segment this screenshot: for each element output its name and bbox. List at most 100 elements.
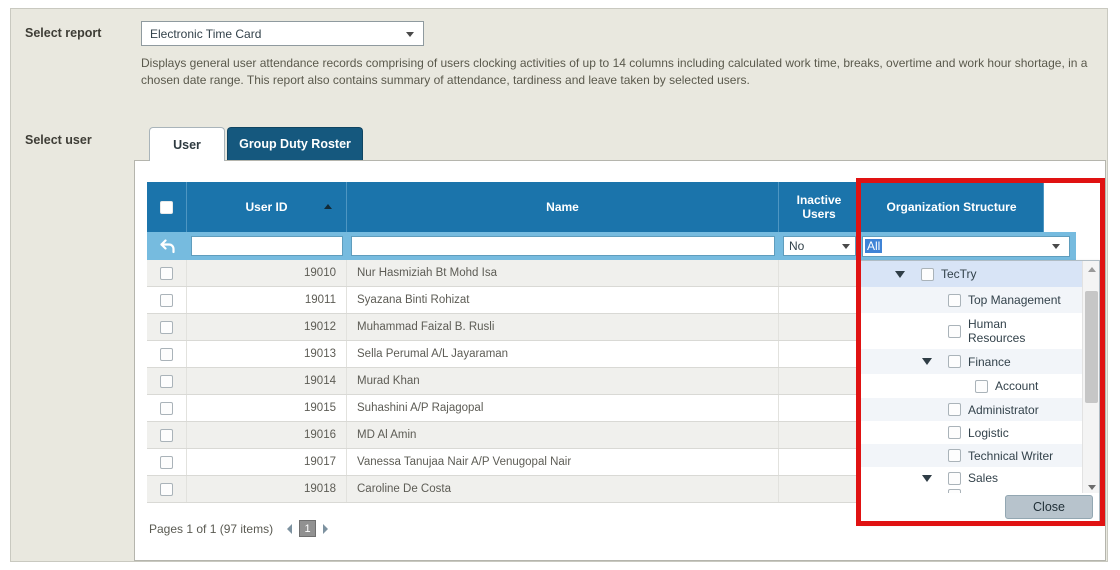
org-tree-item[interactable]: Administrator	[861, 398, 1084, 421]
tab-user[interactable]: User	[149, 127, 225, 161]
organization-structure-popup: TecTry Top Management Human Resources Fi…	[860, 260, 1100, 522]
scrollbar-thumb[interactable]	[1085, 291, 1098, 403]
header-user-id[interactable]: User ID	[187, 182, 347, 232]
report-type-dropdown[interactable]: Electronic Time Card	[141, 21, 424, 46]
page-number-button[interactable]: 1	[299, 520, 317, 537]
pagination-summary: Pages 1 of 1 (97 items)	[149, 521, 274, 536]
org-item-label: Finance	[968, 354, 1011, 369]
table-header-row: User ID Name Inactive Users Organization…	[147, 182, 1076, 232]
org-item-checkbox[interactable]	[948, 449, 961, 462]
filter-row: No All	[147, 232, 1076, 260]
row-user-id: 19010	[187, 260, 347, 286]
row-inactive-cell	[779, 287, 860, 313]
org-item-checkbox[interactable]	[948, 489, 961, 495]
header-name[interactable]: Name	[347, 182, 779, 232]
org-item-label: Top Management	[968, 293, 1061, 307]
org-tree-item[interactable]: Technical Writer	[861, 444, 1084, 467]
org-item-label: Logistic	[968, 425, 1009, 440]
scroll-down-icon[interactable]	[1083, 479, 1099, 495]
row-name: Sella Perumal A/L Jayaraman	[347, 341, 779, 367]
row-checkbox[interactable]	[160, 455, 173, 469]
row-checkbox[interactable]	[160, 266, 173, 280]
row-inactive-cell	[779, 395, 860, 421]
org-tree-item[interactable]: Human Resources	[861, 313, 1084, 349]
row-checkbox-cell	[147, 449, 187, 475]
user-id-filter-input[interactable]	[191, 236, 343, 256]
row-user-id: 19013	[187, 341, 347, 367]
org-item-checkbox[interactable]	[975, 379, 988, 393]
row-inactive-cell	[779, 449, 860, 475]
org-tree-item[interactable]: TecTry	[861, 261, 1084, 287]
row-name: Vanessa Tanujaa Nair A/P Venugopal Nair	[347, 449, 779, 475]
filter-reset-cell	[147, 232, 187, 260]
org-tree-item[interactable]: Top Management	[861, 287, 1084, 313]
org-item-label: Account	[995, 379, 1039, 393]
row-checkbox-cell	[147, 476, 187, 502]
header-inactive-users[interactable]: Inactive Users	[779, 182, 860, 232]
row-checkbox[interactable]	[160, 347, 173, 361]
org-item-checkbox[interactable]	[948, 471, 961, 485]
row-checkbox[interactable]	[160, 428, 173, 442]
org-item-label: Administrator	[968, 402, 1039, 417]
collapse-arrow-icon[interactable]	[922, 358, 932, 365]
collapse-arrow-icon[interactable]	[895, 270, 905, 278]
select-user-label: Select user	[25, 133, 92, 147]
filter-org-cell: All	[860, 232, 1076, 260]
report-panel: Select report Electronic Time Card Displ…	[10, 8, 1108, 562]
name-filter-input[interactable]	[351, 236, 775, 256]
organization-structure-dropdown[interactable]: All	[862, 235, 1070, 257]
inactive-users-dropdown[interactable]: No	[783, 236, 856, 256]
row-checkbox[interactable]	[160, 401, 173, 415]
header-filler-cell	[1044, 182, 1076, 232]
org-tree-item[interactable]: Sales	[861, 467, 1084, 489]
org-tree-item[interactable]: Account	[861, 374, 1084, 398]
prev-page-icon[interactable]	[287, 523, 293, 534]
row-checkbox-cell	[147, 314, 187, 340]
close-button[interactable]: Close	[1005, 495, 1093, 519]
report-type-value: Electronic Time Card	[150, 26, 262, 41]
row-checkbox[interactable]	[160, 293, 173, 307]
row-checkbox[interactable]	[160, 374, 173, 388]
org-item-checkbox[interactable]	[948, 293, 961, 307]
undo-icon[interactable]	[147, 238, 187, 254]
filter-user-id-cell	[187, 232, 347, 260]
row-inactive-cell	[779, 476, 860, 502]
org-item-checkbox[interactable]	[948, 426, 961, 439]
row-checkbox-cell	[147, 368, 187, 394]
org-selected-value: All	[865, 239, 883, 253]
header-select-all-cell	[147, 182, 187, 232]
org-tree-item[interactable]: Finance	[861, 349, 1084, 374]
filter-name-cell	[347, 232, 779, 260]
row-name: Murad Khan	[347, 368, 779, 394]
row-user-id: 19018	[187, 476, 347, 502]
row-checkbox[interactable]	[160, 320, 173, 334]
org-tree-item[interactable]: Logistic	[861, 421, 1084, 444]
row-user-id: 19014	[187, 368, 347, 394]
select-all-checkbox[interactable]	[160, 200, 173, 214]
row-inactive-cell	[779, 260, 860, 286]
row-user-id: 19011	[187, 287, 347, 313]
org-item-checkbox[interactable]	[948, 324, 961, 338]
row-checkbox-cell	[147, 395, 187, 421]
org-item-checkbox[interactable]	[921, 267, 934, 281]
org-tree-item[interactable]	[861, 489, 1084, 495]
org-tree-scrollbar[interactable]	[1082, 261, 1099, 495]
row-checkbox[interactable]	[160, 482, 173, 496]
org-item-checkbox[interactable]	[948, 355, 961, 368]
chevron-down-icon	[1052, 244, 1060, 249]
row-checkbox-cell	[147, 341, 187, 367]
row-inactive-cell	[779, 341, 860, 367]
org-item-checkbox[interactable]	[948, 403, 961, 416]
filter-inactive-cell: No	[779, 232, 860, 260]
tab-group-duty-roster[interactable]: Group Duty Roster	[227, 127, 363, 160]
row-name: Muhammad Faizal B. Rusli	[347, 314, 779, 340]
scroll-up-icon[interactable]	[1083, 261, 1099, 277]
collapse-arrow-icon[interactable]	[922, 474, 932, 482]
row-checkbox-cell	[147, 422, 187, 448]
row-user-id: 19016	[187, 422, 347, 448]
header-organization-structure[interactable]: Organization Structure	[860, 182, 1044, 232]
org-item-label: Technical Writer	[968, 448, 1054, 463]
chevron-down-icon	[406, 31, 414, 37]
row-user-id: 19012	[187, 314, 347, 340]
next-page-icon[interactable]	[323, 523, 329, 534]
